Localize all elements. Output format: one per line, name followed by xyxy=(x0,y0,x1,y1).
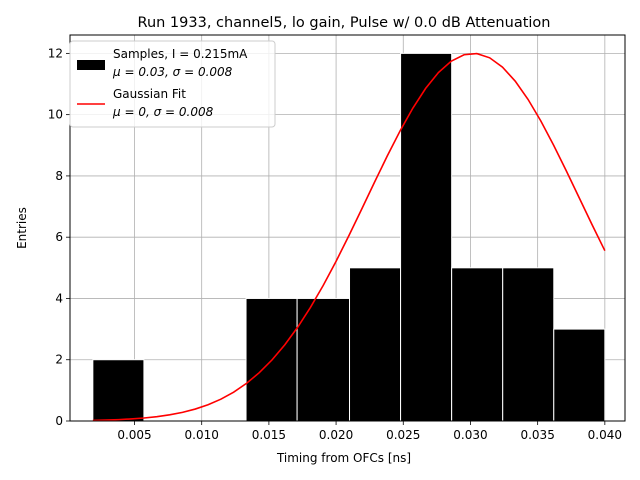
y-tick-label: 2 xyxy=(55,353,63,367)
y-tick-label: 6 xyxy=(55,230,63,244)
legend-fit-stats: μ = 0, σ = 0.008 xyxy=(112,105,214,119)
x-tick-label: 0.010 xyxy=(185,428,219,442)
histogram-bar xyxy=(451,267,504,422)
legend-box xyxy=(69,40,276,128)
x-tick-label: 0.040 xyxy=(588,428,622,442)
histogram-bar xyxy=(400,52,453,422)
chart-title: Run 1933, channel5, lo gain, Pulse w/ 0.… xyxy=(138,15,551,31)
legend-samples-stats: μ = 0.03, σ = 0.008 xyxy=(112,65,233,79)
gaussian-fit xyxy=(92,52,606,422)
histogram-bars xyxy=(92,52,606,422)
x-tick-label: 0.005 xyxy=(117,428,151,442)
legend-samples-swatch xyxy=(77,60,105,70)
histogram-bar xyxy=(502,267,555,422)
y-axis-label: Entries xyxy=(15,207,29,249)
x-tick-label: 0.015 xyxy=(252,428,286,442)
y-tick-label: 0 xyxy=(55,414,63,428)
histogram-bar xyxy=(349,267,402,422)
plot-frame xyxy=(69,34,626,422)
histogram-bar xyxy=(553,328,606,422)
x-tick-label: 0.030 xyxy=(453,428,487,442)
histogram-bar xyxy=(92,359,145,422)
legend-samples-label: Samples, I = 0.215mA xyxy=(113,47,248,61)
legend: Samples, I = 0.215mA μ = 0.03, σ = 0.008… xyxy=(69,40,276,128)
x-tick-label: 0.025 xyxy=(386,428,420,442)
y-tick-label: 12 xyxy=(48,46,63,60)
legend-fit-label: Gaussian Fit xyxy=(113,87,186,101)
x-tick-label: 0.035 xyxy=(520,428,554,442)
y-tick-label: 8 xyxy=(55,169,63,183)
histogram-bar xyxy=(296,297,351,422)
x-axis-ticks: 0.005 0.010 0.015 0.020 0.025 0.030 0.035 0.040 xyxy=(117,421,622,442)
x-tick-label: 0.020 xyxy=(319,428,353,442)
y-axis-ticks: 0 2 4 6 8 10 12 xyxy=(48,46,70,428)
y-tick-label: 10 xyxy=(48,108,63,122)
x-axis-label: Timing from OFCs [ns] xyxy=(276,451,411,465)
y-tick-label: 4 xyxy=(55,291,63,305)
fit-curve xyxy=(92,52,606,422)
